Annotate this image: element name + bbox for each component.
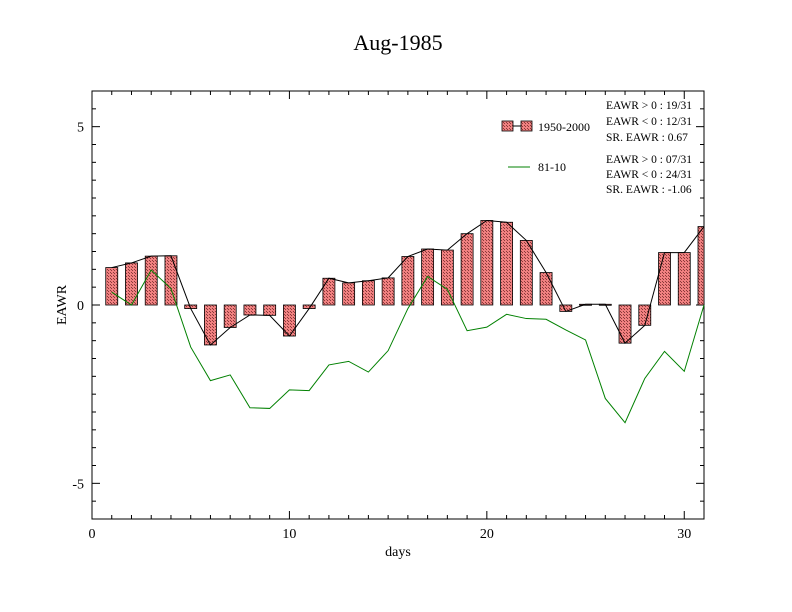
bar (204, 304, 217, 346)
stat-line: EAWR > 0 : 19/31 (606, 100, 692, 112)
y-axis-label: EAWR (55, 284, 70, 325)
legend: 1950-2000 81-10 (501, 120, 590, 174)
bar (401, 256, 415, 306)
x-tick-label: 30 (677, 527, 691, 542)
x-axis-label: days (385, 545, 411, 560)
x-axis: 0 10 20 30 (89, 91, 705, 542)
bar (223, 304, 237, 328)
stat-line: SR. EAWR : -1.06 (606, 184, 692, 196)
bar (263, 304, 277, 316)
stat-line: EAWR > 0 : 07/31 (606, 154, 692, 166)
bar (243, 304, 257, 316)
bar (381, 277, 395, 306)
bar (322, 277, 336, 306)
stat-line: EAWR < 0 : 12/31 (606, 116, 692, 128)
bar (697, 226, 705, 306)
x-tick-label: 20 (480, 527, 494, 542)
chart-title: Aug-1985 (353, 30, 442, 55)
bar-top-line (111, 219, 705, 346)
bar (677, 252, 691, 306)
bar (480, 220, 494, 306)
bar (342, 282, 356, 306)
bar (105, 267, 119, 306)
bar-series (105, 220, 705, 346)
legend-bar-swatch-right (520, 120, 533, 132)
bar (144, 255, 158, 306)
bar (164, 255, 178, 306)
bar (618, 304, 632, 344)
stats-box: EAWR > 0 : 19/31 EAWR < 0 : 12/31 SR. EA… (606, 100, 692, 196)
y-axis: 5 0 -5 (72, 108, 704, 502)
bar (440, 249, 454, 306)
x-tick-label: 10 (282, 527, 296, 542)
stat-line: EAWR < 0 : 24/31 (606, 169, 692, 181)
line-series-81-10 (111, 269, 705, 424)
bar (539, 272, 553, 306)
bar (125, 262, 138, 306)
legend-bar-label: 1950-2000 (538, 120, 590, 134)
y-tick-label: -5 (72, 477, 84, 492)
bar (361, 280, 375, 306)
bar (460, 233, 474, 306)
stat-line: SR. EAWR : 0.67 (606, 132, 688, 144)
legend-line-label: 81-10 (538, 160, 566, 174)
y-tick-label: 5 (77, 121, 84, 136)
bar (658, 252, 671, 306)
bar (519, 240, 533, 306)
x-tick-label: 0 (89, 527, 96, 542)
legend-bar-swatch-left (501, 120, 514, 132)
bar (500, 221, 513, 306)
y-tick-label: 0 (77, 299, 84, 314)
